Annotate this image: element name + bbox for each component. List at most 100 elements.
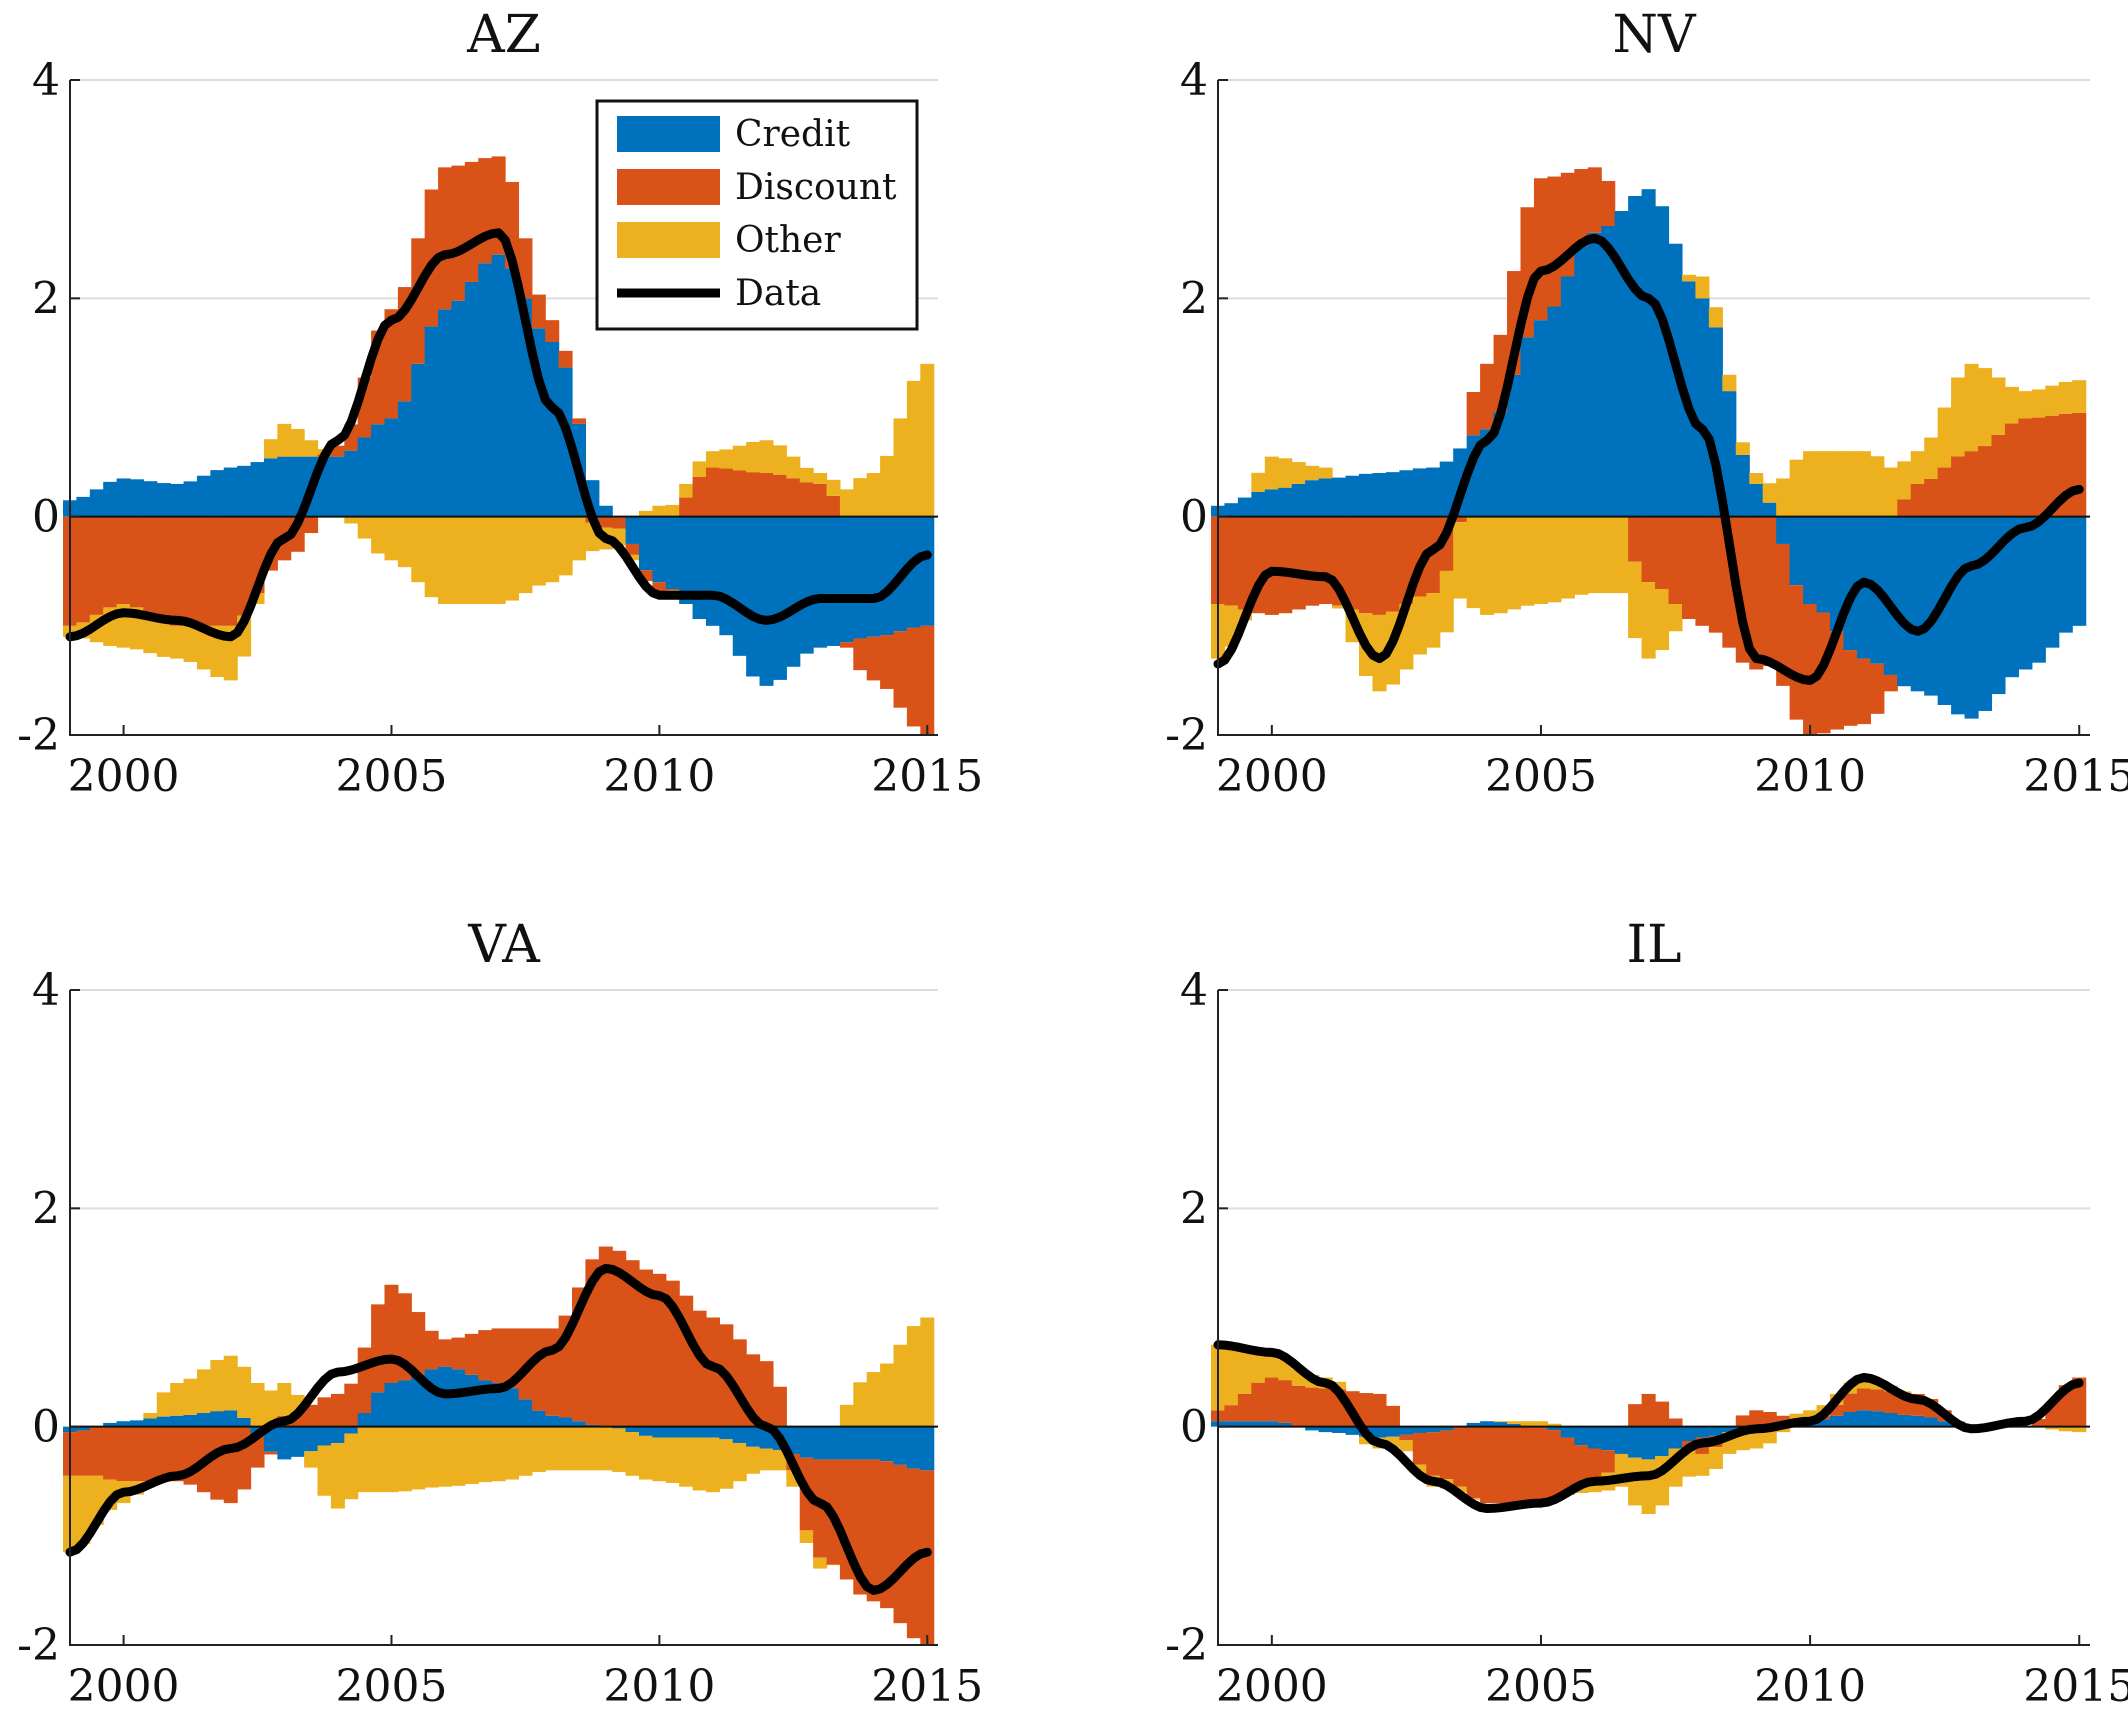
- bar-credit: [1385, 472, 1400, 517]
- legend-label-data: Data: [735, 273, 821, 314]
- bar-other: [170, 1383, 185, 1416]
- bar-credit: [880, 516, 895, 636]
- bar-discount: [558, 350, 573, 368]
- bar-credit: [1695, 1426, 1710, 1438]
- bar-credit: [2004, 516, 2019, 678]
- bar-credit: [1466, 1422, 1481, 1427]
- bar-credit: [196, 1413, 211, 1427]
- bar-other: [638, 510, 653, 517]
- bar-discount: [1237, 516, 1252, 610]
- bar-credit: [330, 1426, 345, 1444]
- bar-other: [759, 440, 774, 473]
- bar-discount: [1829, 1404, 1845, 1416]
- bar-discount: [1937, 467, 1952, 517]
- bar-discount: [1507, 1426, 1522, 1504]
- bar-discount: [170, 1426, 185, 1482]
- bar-other: [1628, 1457, 1643, 1506]
- bar-credit: [116, 1421, 131, 1427]
- y-tick-label: 4: [1180, 965, 1208, 1016]
- y-tick-label: 2: [1180, 1183, 1208, 1234]
- bar-other: [1722, 374, 1737, 392]
- bar-discount: [1547, 176, 1562, 307]
- bar-other: [290, 428, 305, 457]
- bar-discount: [719, 468, 734, 517]
- bar-credit: [384, 418, 399, 517]
- bar-discount: [116, 516, 131, 604]
- data-series-line: [65, 228, 932, 642]
- bar-credit: [237, 1417, 252, 1427]
- bar-other: [304, 1451, 319, 1468]
- y-tick-label: 0: [32, 492, 60, 543]
- bar-credit: [290, 1426, 305, 1457]
- bar-credit: [1574, 246, 1589, 517]
- bar-credit: [1507, 374, 1522, 517]
- bar-discount: [1587, 1448, 1602, 1482]
- bar-other: [1480, 516, 1495, 615]
- panel-title: AZ: [466, 5, 541, 65]
- bar-discount: [384, 309, 399, 419]
- bar-discount: [638, 1269, 653, 1427]
- panel-title: NV: [1612, 5, 1697, 65]
- bar-discount: [1305, 1387, 1320, 1427]
- bar-other: [505, 516, 520, 601]
- bar-credit: [1358, 473, 1374, 517]
- bar-credit: [317, 1426, 332, 1446]
- bar-credit: [705, 1426, 720, 1438]
- bar-discount: [1924, 478, 1939, 517]
- data-series-line: [1213, 233, 2084, 685]
- bar-credit: [1278, 1422, 1293, 1427]
- bar-discount: [732, 470, 747, 517]
- bar-discount: [866, 636, 881, 681]
- bar-discount: [464, 1333, 479, 1375]
- bar-other: [1412, 596, 1427, 655]
- bar-discount: [438, 167, 453, 310]
- bar-discount: [1776, 543, 1791, 686]
- bar-other: [357, 1426, 372, 1493]
- bar-other: [598, 1426, 613, 1471]
- bar-credit: [652, 1426, 667, 1438]
- bar-credit: [183, 1414, 198, 1427]
- y-tick-label: -2: [17, 1620, 60, 1671]
- bar-other: [746, 1446, 761, 1474]
- bar-discount: [143, 1426, 158, 1482]
- bar-discount: [491, 1328, 506, 1383]
- bar-discount: [1668, 1418, 1683, 1427]
- bar-other: [1251, 472, 1266, 492]
- bar-discount: [1601, 1450, 1616, 1473]
- bar-credit: [1668, 1426, 1683, 1449]
- bar-other: [1224, 1346, 1239, 1406]
- bar-other: [1870, 456, 1885, 517]
- bar-discount: [638, 570, 653, 582]
- bar-credit: [1964, 516, 1979, 719]
- panel-nv: -2 0 2 4 2000 2005 2010 2015 NV: [1165, 5, 2128, 802]
- bar-credit: [1372, 473, 1387, 517]
- bar-other: [1614, 516, 1629, 594]
- bar-other: [1587, 516, 1602, 594]
- bar-credit: [76, 496, 91, 517]
- bar-other: [1305, 465, 1320, 481]
- bar-discount: [1951, 456, 1966, 517]
- bar-credit: [813, 516, 828, 648]
- bar-credit: [920, 516, 935, 626]
- bar-discount: [451, 1337, 466, 1370]
- bar-discount: [813, 1459, 828, 1558]
- bar-credit: [1614, 1426, 1629, 1454]
- bar-other: [746, 441, 761, 473]
- bar-credit: [1924, 516, 1939, 696]
- bar-discount: [103, 516, 118, 608]
- bar-other: [1507, 516, 1522, 610]
- bar-other: [438, 516, 453, 604]
- bar-discount: [478, 1330, 493, 1381]
- bar-other: [1332, 1381, 1347, 1390]
- bar-other: [1816, 451, 1831, 517]
- bar-credit: [1251, 1421, 1266, 1427]
- bar-other: [2045, 385, 2060, 416]
- bar-discount: [772, 1386, 787, 1427]
- bar-discount: [813, 483, 828, 517]
- bar-credit: [89, 489, 104, 517]
- bar-credit: [1816, 1419, 1831, 1427]
- bar-discount: [451, 165, 466, 301]
- bar-discount: [1681, 516, 1697, 620]
- bar-other: [1843, 451, 1858, 517]
- bar-other: [893, 1344, 908, 1427]
